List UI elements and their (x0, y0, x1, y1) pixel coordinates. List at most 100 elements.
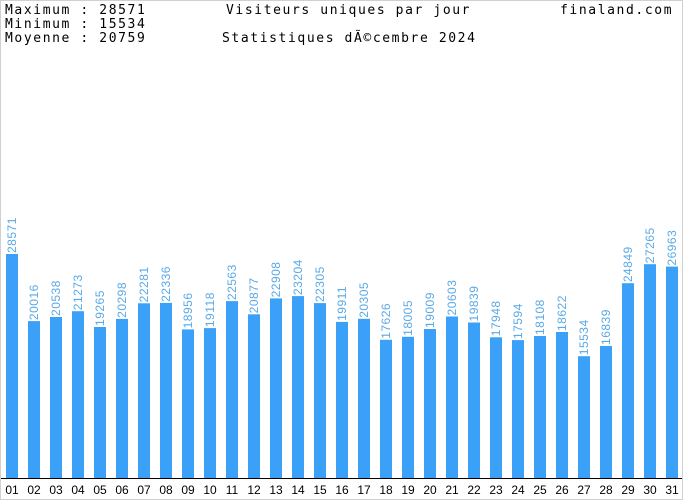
bar-03 (50, 317, 62, 478)
bar-21 (446, 316, 458, 478)
x-tick-label-06: 06 (115, 483, 129, 497)
value-label-19: 18005 (401, 300, 415, 336)
bar-06 (116, 318, 128, 478)
max-stat: Maximum : 28571 (5, 3, 147, 18)
bar-27 (578, 356, 590, 478)
value-label-17: 20305 (357, 282, 371, 318)
value-label-15: 22305 (313, 266, 327, 302)
value-label-16: 19911 (335, 286, 349, 321)
value-label-18: 17626 (379, 303, 393, 339)
bar-25 (534, 336, 546, 478)
x-tick-label-10: 10 (203, 483, 217, 497)
x-tick-label-21: 21 (445, 483, 459, 497)
value-label-25: 18108 (533, 299, 547, 335)
x-tick-label-29: 29 (621, 483, 635, 497)
value-label-23: 17948 (489, 300, 503, 336)
bar-11 (226, 301, 238, 478)
x-tick-label-12: 12 (247, 483, 261, 497)
bar-31 (666, 266, 678, 478)
value-label-22: 19839 (467, 286, 481, 322)
x-tick-label-18: 18 (379, 483, 393, 497)
value-labels-group: 28571 20016 20538 21273 19265 20298 22281 22336… (5, 217, 679, 355)
value-label-06: 20298 (115, 282, 129, 318)
value-label-28: 16839 (599, 309, 613, 345)
value-label-04: 21273 (71, 274, 85, 310)
x-tick-label-27: 27 (577, 483, 591, 497)
x-tick-label-14: 14 (291, 483, 305, 497)
value-label-30: 27265 (643, 227, 657, 263)
chart-subtitle: Statistiques dÃ©cembre 2024 (222, 31, 477, 46)
x-tick-label-08: 08 (159, 483, 173, 497)
bars-group (6, 254, 678, 478)
bar-15 (314, 303, 326, 478)
bar-16 (336, 321, 348, 478)
value-label-03: 20538 (49, 280, 63, 316)
value-label-05: 19265 (93, 290, 107, 326)
bar-17 (358, 318, 370, 478)
x-tick-label-13: 13 (269, 483, 283, 497)
x-tick-label-30: 30 (643, 483, 657, 497)
x-tick-label-01: 01 (5, 483, 19, 497)
bar-04 (72, 311, 84, 478)
x-tick-label-15: 15 (313, 483, 327, 497)
bar-13 (270, 298, 282, 478)
value-label-27: 15534 (577, 319, 591, 355)
x-tick-label-19: 19 (401, 483, 415, 497)
bar-02 (28, 321, 40, 478)
bar-19 (402, 336, 414, 478)
value-label-31: 26963 (665, 230, 679, 266)
bar-01 (6, 254, 18, 478)
bar-30 (644, 264, 656, 478)
chart-title: Visiteurs uniques par jour (226, 3, 472, 18)
x-tick-label-28: 28 (599, 483, 613, 497)
x-tick-label-20: 20 (423, 483, 437, 497)
bar-05 (94, 327, 106, 478)
bar-23 (490, 337, 502, 478)
value-label-10: 19118 (203, 292, 217, 327)
value-label-13: 22908 (269, 262, 283, 298)
bar-07 (138, 303, 150, 478)
bar-24 (512, 340, 524, 478)
value-label-11: 22563 (225, 264, 239, 300)
x-tick-label-25: 25 (533, 483, 547, 497)
value-label-02: 20016 (27, 284, 41, 320)
x-tick-label-17: 17 (357, 483, 371, 497)
avg-stat: Moyenne : 20759 (5, 31, 147, 46)
bar-08 (160, 302, 172, 478)
value-label-09: 18956 (181, 293, 195, 329)
value-label-24: 17594 (511, 303, 525, 339)
x-tick-label-11: 11 (226, 483, 239, 497)
x-tick-label-04: 04 (71, 483, 85, 497)
bar-28 (600, 346, 612, 478)
value-label-14: 23204 (291, 259, 305, 295)
bar-12 (248, 314, 260, 478)
value-label-26: 18622 (555, 295, 569, 331)
x-tick-label-24: 24 (511, 483, 525, 497)
x-tick-label-23: 23 (489, 483, 503, 497)
value-label-29: 24849 (621, 246, 635, 282)
bar-10 (204, 328, 216, 478)
x-tick-label-26: 26 (555, 483, 569, 497)
value-label-21: 20603 (445, 280, 459, 316)
bar-22 (468, 322, 480, 478)
bar-26 (556, 332, 568, 478)
value-label-20: 19009 (423, 292, 437, 328)
x-tick-label-03: 03 (49, 483, 63, 497)
value-label-12: 20877 (247, 277, 261, 313)
site-name: finaland.com (560, 3, 674, 18)
x-tick-label-02: 02 (27, 483, 41, 497)
x-tick-label-09: 09 (181, 483, 195, 497)
bar-20 (424, 329, 436, 478)
value-label-07: 22281 (137, 266, 151, 302)
bar-18 (380, 339, 392, 478)
x-tick-labels-group: 01 02 03 04 05 06 07 08 09 10 11 12 13 14 15 16 17 18 19 20… (5, 483, 679, 497)
min-stat: Minimum : 15534 (5, 17, 147, 32)
bar-14 (292, 296, 304, 478)
x-tick-label-31: 31 (665, 483, 679, 497)
x-tick-label-16: 16 (335, 483, 349, 497)
x-tick-label-22: 22 (467, 483, 481, 497)
value-label-01: 28571 (5, 217, 19, 253)
bar-29 (622, 283, 634, 478)
x-tick-label-05: 05 (93, 483, 107, 497)
